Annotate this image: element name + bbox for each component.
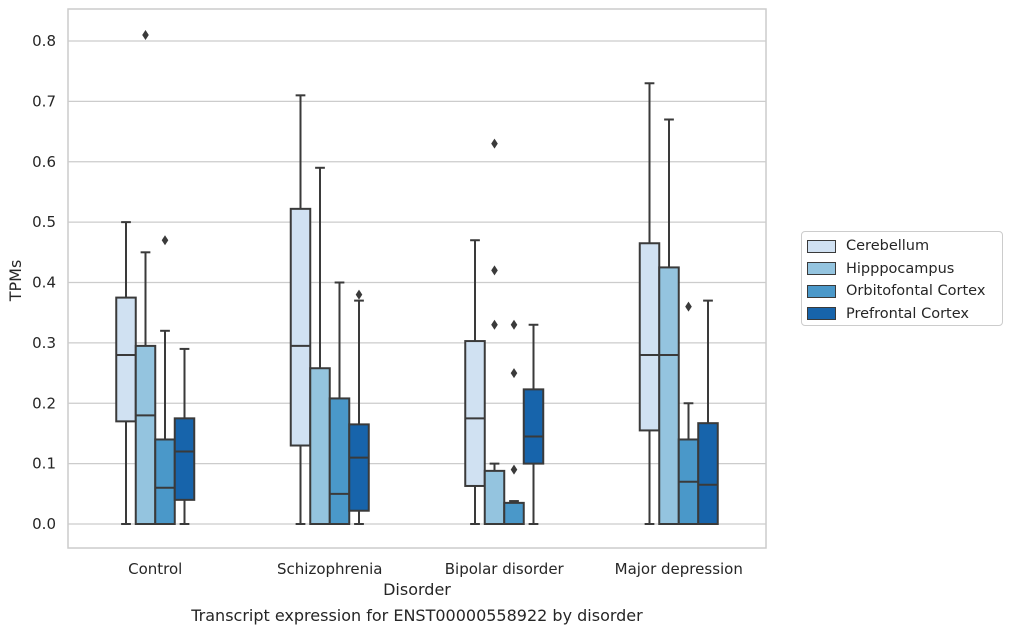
x-tick-label: Schizophrenia	[277, 560, 382, 578]
y-tick-label: 0.3	[32, 334, 56, 352]
box	[522, 388, 545, 465]
outlier-point	[510, 319, 518, 330]
box	[697, 422, 719, 525]
box	[134, 344, 157, 525]
outlier-point	[685, 301, 692, 312]
legend-swatch-orbitofrontal	[807, 284, 836, 298]
outlier-point	[510, 464, 518, 475]
legend-label: Prefrontal Cortex	[846, 305, 969, 322]
y-tick-label: 0.5	[32, 213, 56, 231]
box	[638, 242, 661, 432]
legend-item-orbitofrontal: Orbitofontal Cortex	[807, 280, 1002, 303]
y-tick-label: 0.4	[32, 274, 56, 292]
x-tick-label: Major depression	[615, 560, 743, 578]
legend-item-hippocampus: Hipppocampus	[807, 258, 1002, 281]
box	[503, 501, 525, 525]
outlier-point	[142, 29, 149, 40]
legend-swatch-cerebellum	[807, 239, 836, 253]
x-axis-label: Disorder	[383, 580, 451, 599]
legend-swatch-hippocampus	[807, 262, 836, 276]
chart-caption: Transcript expression for ENST0000055892…	[191, 606, 643, 625]
box	[464, 340, 486, 487]
y-axis-label: TPMs	[6, 260, 25, 303]
y-tick-label: 0.0	[32, 515, 56, 533]
legend-item-cerebellum: Cerebellum	[807, 235, 1002, 258]
outlier-point	[491, 319, 498, 330]
x-tick-label: Bipolar disorder	[445, 560, 565, 578]
legend-swatch-prefrontal	[807, 307, 836, 321]
outlier-point	[510, 368, 518, 379]
box	[483, 469, 506, 525]
outlier-point	[355, 289, 363, 300]
y-tick-label: 0.1	[32, 455, 56, 473]
chart-legend: Cerebellum Hipppocampus Orbitofontal Cor…	[801, 231, 1003, 326]
x-tick-label: Control	[128, 560, 182, 578]
box	[309, 367, 331, 526]
legend-label: Cerebellum	[846, 238, 930, 255]
box	[348, 423, 370, 512]
box	[328, 397, 351, 526]
box	[658, 266, 680, 525]
box	[173, 417, 196, 501]
y-tick-label: 0.6	[32, 153, 56, 171]
legend-label: Orbitofontal Cortex	[846, 283, 986, 300]
box	[154, 438, 176, 526]
box	[289, 207, 312, 447]
y-tick-label: 0.8	[32, 32, 56, 50]
y-tick-label: 0.2	[32, 394, 56, 412]
legend-item-prefrontal: Prefrontal Cortex	[807, 303, 1002, 326]
outlier-point	[491, 265, 498, 276]
box	[115, 296, 137, 423]
y-tick-label: 0.7	[32, 92, 56, 110]
outlier-point	[161, 235, 169, 246]
legend-label: Hipppocampus	[846, 260, 955, 277]
outlier-point	[491, 138, 498, 149]
